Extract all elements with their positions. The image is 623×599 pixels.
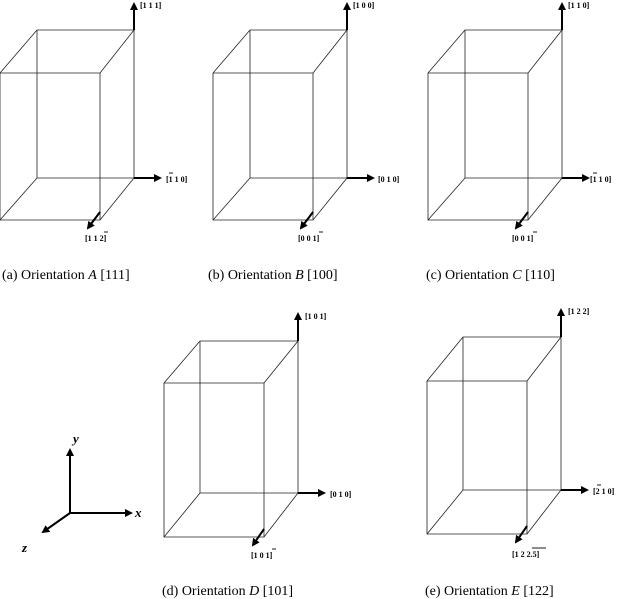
box-c [427,29,563,221]
axis-front-label-b: [0 0 1] [298,234,320,243]
caption-e-suffix: [122] [520,584,554,599]
axis-front-arrow-c [514,211,529,230]
axis-right-label-e: [2 1 0] [593,487,615,496]
panel-d: [1 0 1] [0 1 0] [1 0 1] (d) Orientation … [162,312,352,599]
caption-c-prefix: (c) Orientation [426,268,512,283]
caption-b-suffix: [100] [304,268,338,283]
caption-a-suffix: [111] [97,268,130,283]
axis-right-label-d: [0 1 0] [330,490,352,499]
box-b [212,29,348,221]
caption-c: (c) Orientation C [110] [426,268,555,283]
caption-d-suffix: [101] [259,584,293,599]
axis-up-label-e: [1 2 2] [568,307,590,316]
caption-b-prefix: (b) Orientation [208,268,295,283]
axis-front-label-d: [1 0 1] [251,551,273,560]
box-e [426,336,562,535]
axis-front-arrow-e [514,525,528,544]
box-a [0,29,135,221]
panel-e: [1 2 2] [2 1 0] [1 2 2.5] (e) Orientatio… [425,307,615,599]
axis-front-arrow-d [251,528,265,547]
axis-up-label-b: [1 0 0] [353,1,375,10]
caption-a-letter: A [87,268,97,283]
axis-front-arrow-a [86,211,101,230]
caption-a: (a) Orientation A [111] [2,268,130,283]
y-axis-label: y [71,431,79,446]
axis-right-label-c: [1 1 0] [590,175,612,184]
caption-b: (b) Orientation B [100] [208,268,337,283]
panel-c: [1 1 0] [1 1 0] [0 0 1] (c) Orientation … [426,1,612,283]
axis-right-label-b: [0 1 0] [378,175,400,184]
caption-d: (d) Orientation D [101] [162,584,293,599]
caption-e-prefix: (e) Orientation [425,584,511,599]
reference-axes: y x z [21,431,142,555]
caption-c-letter: C [512,268,522,283]
caption-c-suffix: [110] [522,268,555,283]
box-d [163,340,299,538]
z-axis-arrow [41,512,71,534]
caption-e: (e) Orientation E [122] [425,584,554,599]
axis-right-label-a: [1 1 0] [166,175,188,184]
caption-a-prefix: (a) Orientation [2,268,88,283]
caption-d-letter: D [248,584,259,599]
caption-b-letter: B [295,268,304,283]
axis-front-label-e: [1 2 2.5] [512,550,540,559]
z-axis-label: z [21,540,28,555]
axis-front-label-a: [1 1 2] [85,234,107,243]
caption-d-prefix: (d) Orientation [162,584,249,599]
axis-up-label-c: [1 1 0] [568,1,590,10]
x-axis-label: x [134,505,142,520]
caption-e-letter: E [510,584,520,599]
panel-b: [1 0 0] [0 1 0] [0 0 1] (b) Orientation … [208,1,400,283]
axis-front-label-c: [0 0 1] [512,234,534,243]
axis-front-arrow-b [299,211,314,230]
panel-a: [1 1 1] [1 1 0] [1 1 2] (a) Orientation … [0,1,188,283]
axis-up-label-d: [1 0 1] [305,312,327,321]
axis-up-label-a: [1 1 1] [140,1,162,10]
